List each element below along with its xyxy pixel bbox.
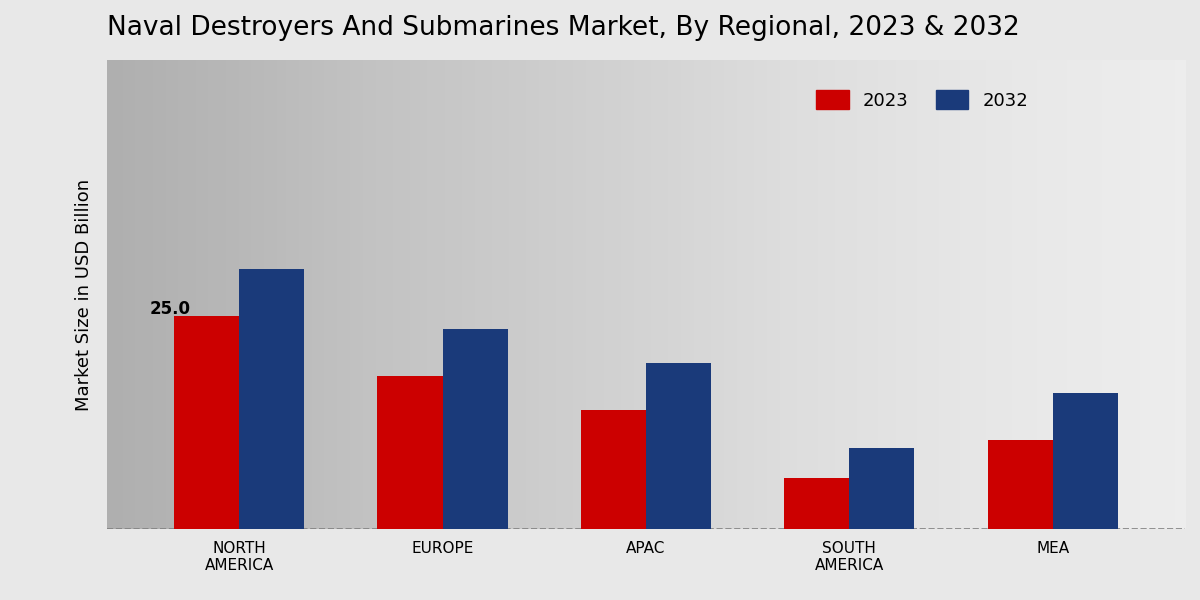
Legend: 2023, 2032: 2023, 2032 [809, 83, 1036, 117]
Bar [1052, 393, 1118, 529]
Bar [581, 410, 646, 529]
Bar [850, 448, 914, 529]
Bar [239, 269, 305, 529]
Text: Naval Destroyers And Submarines Market, By Regional, 2023 & 2032: Naval Destroyers And Submarines Market, … [107, 15, 1020, 41]
Bar [378, 376, 443, 529]
Text: 25.0: 25.0 [150, 299, 191, 317]
Bar [174, 316, 239, 529]
Bar [988, 440, 1052, 529]
Bar [443, 329, 508, 529]
Y-axis label: Market Size in USD Billion: Market Size in USD Billion [74, 179, 94, 411]
Bar [646, 363, 712, 529]
Bar [785, 478, 850, 529]
